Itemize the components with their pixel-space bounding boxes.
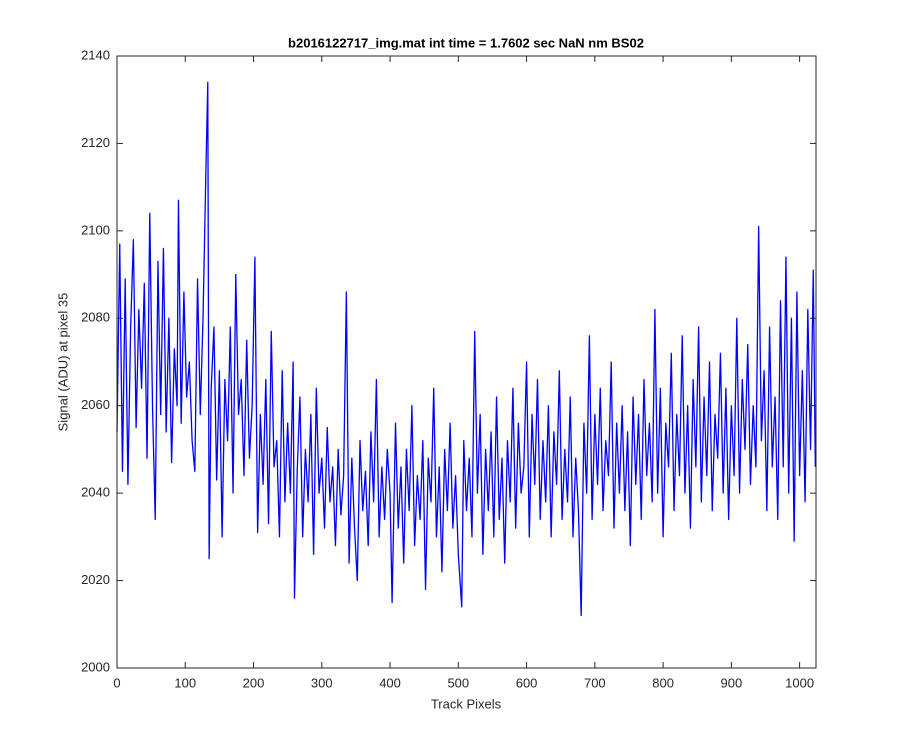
x-tick-label: 0 — [113, 675, 120, 690]
y-tick-label: 2100 — [81, 222, 110, 237]
x-axis-label: Track Pixels — [431, 696, 502, 711]
x-tick-label: 300 — [311, 675, 333, 690]
y-tick-label: 2060 — [81, 397, 110, 412]
axes-box — [116, 55, 817, 669]
x-tick-label: 900 — [721, 675, 743, 690]
y-tick-label: 2080 — [81, 310, 110, 325]
chart-title: b2016122717_img.mat int time = 1.7602 se… — [288, 35, 644, 50]
x-tick-label: 800 — [652, 675, 674, 690]
x-tick-label: 400 — [379, 675, 401, 690]
x-tick-label: 100 — [174, 675, 196, 690]
y-tick-label: 2140 — [81, 47, 110, 62]
x-tick-label: 500 — [447, 675, 469, 690]
x-tick-label: 600 — [516, 675, 538, 690]
x-tick-label: 200 — [243, 675, 265, 690]
y-tick-label: 2000 — [81, 659, 110, 674]
y-axis-label: Signal (ADU) at pixel 35 — [55, 293, 70, 432]
x-tick-label: 700 — [584, 675, 606, 690]
y-tick-label: 2020 — [81, 572, 110, 587]
data-line — [116, 81, 816, 617]
x-tick-label: 1000 — [785, 675, 814, 690]
y-tick-label: 2120 — [81, 135, 110, 150]
y-tick-label: 2040 — [81, 485, 110, 500]
